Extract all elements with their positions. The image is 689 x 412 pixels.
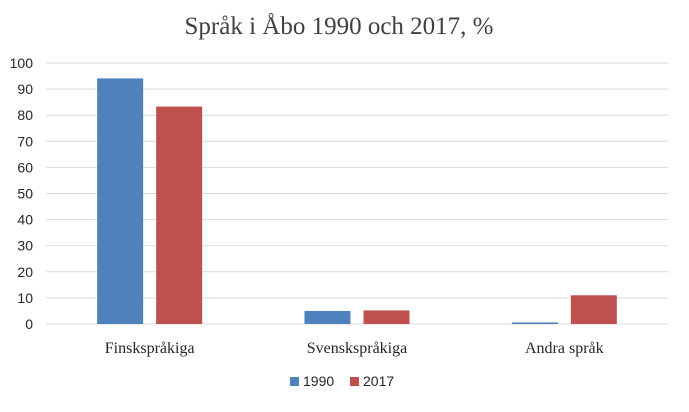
y-tick-label: 50 <box>17 186 33 202</box>
y-tick-label: 60 <box>17 159 33 175</box>
bar-1990-1 <box>304 310 351 324</box>
y-axis-tick-labels: 0 10 20 30 40 50 60 70 80 90 100 <box>10 55 34 332</box>
x-tick-label: Andra språk <box>525 340 604 357</box>
bars <box>97 78 617 324</box>
bar-1990-2 <box>511 322 558 324</box>
y-tick-label: 40 <box>17 212 33 228</box>
gridlines <box>46 62 668 325</box>
bar-2017-0 <box>156 106 203 324</box>
y-tick-label: 10 <box>17 290 33 306</box>
y-tick-label: 0 <box>25 316 33 332</box>
bar-2017-2 <box>570 295 617 324</box>
legend-swatch-1990 <box>290 377 299 386</box>
x-axis-tick-labels: Finskspråkiga Svenskspråkiga Andra språk <box>105 340 604 357</box>
legend-label: 1990 <box>303 373 334 389</box>
y-tick-label: 90 <box>17 81 33 97</box>
y-tick-label: 70 <box>17 133 33 149</box>
y-tick-label: 80 <box>17 107 33 123</box>
y-tick-label: 20 <box>17 264 33 280</box>
x-tick-label: Svenskspråkiga <box>307 340 407 357</box>
bar-1990-0 <box>97 78 144 324</box>
y-tick-label: 100 <box>10 55 34 71</box>
legend: 1990 2017 <box>290 373 394 389</box>
chart-title: Språk i Åbo 1990 och 2017, % <box>185 13 494 40</box>
y-tick-label: 30 <box>17 238 33 254</box>
legend-label: 2017 <box>363 373 394 389</box>
x-tick-label: Finskspråkiga <box>105 340 195 357</box>
legend-swatch-2017 <box>350 377 359 386</box>
bar-2017-1 <box>363 310 410 324</box>
